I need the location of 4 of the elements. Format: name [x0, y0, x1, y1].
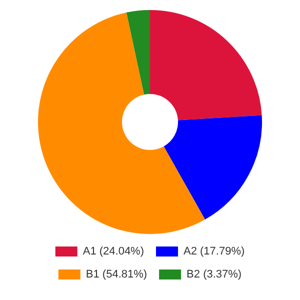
legend-label: B1 (54.81%)	[86, 268, 148, 281]
legend-label: A2 (17.79%)	[184, 246, 245, 258]
legend-label: A1 (24.04%)	[82, 246, 144, 258]
legend-label: B2 (3.37%)	[186, 268, 242, 281]
